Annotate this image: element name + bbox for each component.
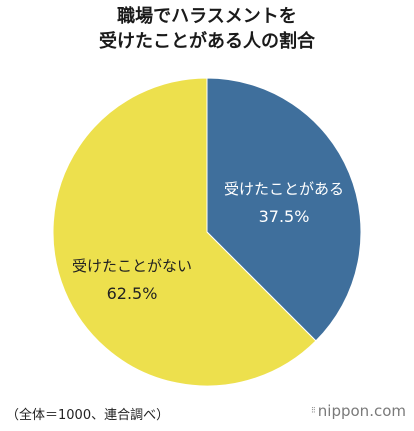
pie-slice-experienced [206, 77, 362, 342]
slice-label-not-experienced: 受けたことがない [72, 257, 192, 275]
chart-title-line-2: 受けたことがある人の割合 [99, 31, 315, 52]
source-footnote: （全体＝1000、連合調べ） [6, 408, 170, 423]
brand-logo: ⁝⁝ nippon .com [311, 402, 406, 420]
brand-name: nippon [317, 402, 370, 420]
chart-title-line-1: 職場でハラスメントを [117, 6, 297, 27]
slice-value-not-experienced: 62.5% [107, 284, 158, 303]
brand-suffix: .com [369, 402, 406, 420]
slice-label-experienced: 受けたことがある [224, 180, 344, 198]
nippon-logo-icon: ⁝⁝ [311, 405, 316, 416]
slice-value-experienced: 37.5% [259, 207, 310, 226]
pie-slice-not-experienced [52, 77, 317, 387]
chart-title: 職場でハラスメントを 受けたことがある人の割合 [0, 4, 414, 54]
